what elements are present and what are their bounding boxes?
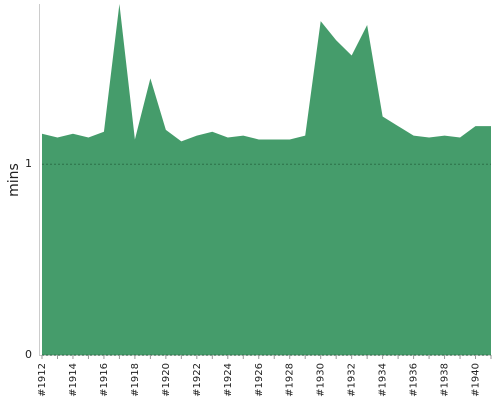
y-tick-label: 1	[25, 157, 32, 170]
x-tick-label: #1936	[409, 363, 420, 397]
x-tick-label: #1934	[378, 363, 389, 397]
area	[42, 4, 491, 355]
x-tick-label: #1932	[347, 363, 358, 397]
x-tick-label: #1938	[440, 363, 451, 397]
x-tick-label: #1918	[130, 363, 141, 397]
x-tick-label: #1912	[37, 363, 48, 397]
x-tick-label: #1914	[68, 363, 79, 397]
x-tick-label: #1922	[192, 363, 203, 397]
y-tick-label: 0	[25, 348, 32, 361]
x-tick-label: #1928	[285, 363, 296, 397]
x-tick-label: #1916	[99, 363, 110, 397]
x-tick-label: #1920	[161, 363, 172, 397]
x-tick-label: #1940	[471, 363, 482, 397]
y-axis-label: mins	[6, 163, 22, 197]
x-tick-label: #1924	[223, 363, 234, 397]
x-tick-label: #1926	[254, 363, 265, 397]
x-tick-label: #1930	[316, 363, 327, 397]
